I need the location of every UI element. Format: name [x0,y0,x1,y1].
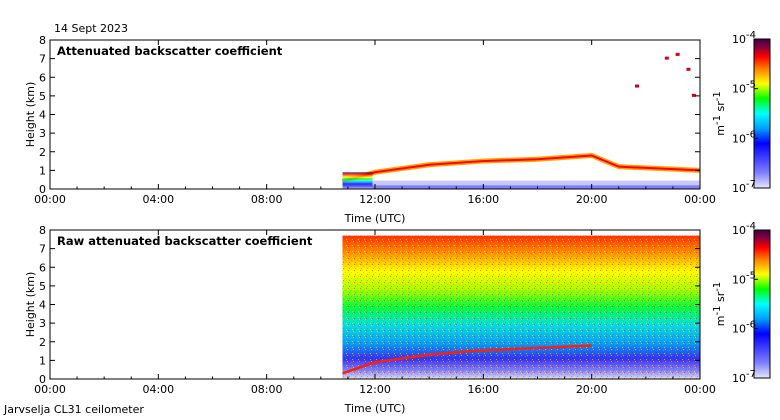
colorbar-top: 10-4 10-5 10-6 10-7 m-1 sr-1 [712,30,771,195]
colorbar-tick-exponent: -6 [746,129,756,140]
colorbar-tick-label: 10-4 [732,30,756,46]
y-axis-label: Height (km) [24,82,37,148]
x-tick-label: 04:00 [142,383,174,396]
x-tick-label: 00:00 [34,383,66,396]
x-tick-label: 20:00 [576,193,608,206]
colorbar-tick-label: 10-7 [732,369,756,385]
colorbar-unit-exp: -1 [712,306,723,316]
colorbar-tick-label: 10-6 [732,129,756,145]
x-tick-label: 08:00 [251,193,283,206]
colorbar-tick-exponent: -5 [746,270,756,281]
y-tick-label: 8 [39,34,46,47]
colorbar-scale [753,38,771,189]
colorbar-unit-exp: -1 [712,115,723,125]
y-tick-label: 1 [39,354,46,367]
y-tick-label: 2 [39,336,46,349]
colorbar-tick-exponent: -5 [746,80,756,91]
y-tick-label: 0 [39,183,46,196]
y-tick-label: 8 [39,224,46,237]
y-tick-label: 0 [39,373,46,386]
colorbar-unit: m-1 sr-1 [712,282,727,326]
raw-boundary-layer [342,344,592,375]
high-cloud-1 [664,56,669,60]
colorbar-tick-label: 10-4 [732,221,756,237]
x-tick-label: 20:00 [576,383,608,396]
high-cloud-3 [686,67,691,71]
x-axis-label: Time (UTC) [344,402,406,415]
colorbar-tick-label: 10-7 [732,179,756,195]
panel-title: Raw attenuated backscatter coefficient [57,234,313,248]
x-tick-label: 16:00 [467,193,499,206]
colorbar-tick-exponent: -6 [746,320,756,331]
panel-attenuated-backscatter: 0 1 2 3 4 5 6 7 8 00:00 04:00 08:00 12:00 16:00 20:00 0… [24,34,716,225]
y-tick-label: 7 [39,53,46,66]
colorbar-tick-exponent: -4 [746,30,756,41]
panel-title: Attenuated backscatter coefficient [57,44,283,58]
high-cloud-4 [691,93,696,97]
y-tick-label: 4 [39,109,46,122]
x-tick-label: 00:00 [684,383,716,396]
x-tick-label: 12:00 [359,383,391,396]
raw-signal-noise [342,235,700,379]
y-tick-label: 5 [39,90,46,103]
colorbar-unit-exp: -1 [712,282,723,292]
x-tick-label: 12:00 [359,193,391,206]
colorbar-unit-exp: -1 [712,91,723,101]
colorbar-tick-exponent: -7 [746,369,756,380]
colorbar-unit-sr: sr [714,101,727,115]
y-tick-label: 6 [39,261,46,274]
x-tick-label: 08:00 [251,383,283,396]
x-tick-label: 00:00 [34,193,66,206]
surface-band [342,185,700,189]
panel-raw-attenuated-backscatter: 0 1 2 3 4 5 6 7 8 00:00 04:00 08:00 12:00 16:00 20:00 0… [24,224,716,415]
y-tick-label: 7 [39,243,46,256]
y-tick-label: 3 [39,127,46,140]
y-tick-label: 6 [39,71,46,84]
y-tick-label: 4 [39,299,46,312]
high-cloud-0 [635,84,639,88]
y-tick-label: 2 [39,146,46,159]
colorbar-tick-label: 10-5 [732,80,756,96]
colorbar-tick-exponent: -7 [746,179,756,190]
x-tick-label: 16:00 [467,383,499,396]
boundary-layer-top [342,154,701,183]
date-label: 14 Sept 2023 [54,22,128,35]
x-tick-label: 04:00 [142,193,174,206]
colorbar-tick-label: 10-6 [732,320,756,336]
colorbar-bottom: 10-4 10-5 10-6 10-7 m-1 sr-1 [712,221,771,385]
site-label: Jarvselja CL31 ceilometer [3,403,144,416]
colorbar-unit: m-1 sr-1 [712,91,727,135]
colorbar-scale [753,229,771,379]
y-tick-label: 5 [39,280,46,293]
x-axis-label: Time (UTC) [344,212,406,225]
noise-band [342,180,700,189]
y-tick-label: 3 [39,317,46,330]
y-tick-label: 1 [39,164,46,177]
plot-frame [49,39,701,190]
colorbar-unit-sr: sr [714,291,727,305]
y-axis-label: Height (km) [24,272,37,338]
colorbar-tick-label: 10-5 [732,270,756,286]
colorbar-tick-exponent: -4 [746,221,756,232]
early-aerosol [342,172,373,189]
x-tick-label: 00:00 [684,193,716,206]
high-cloud-2 [675,52,680,56]
